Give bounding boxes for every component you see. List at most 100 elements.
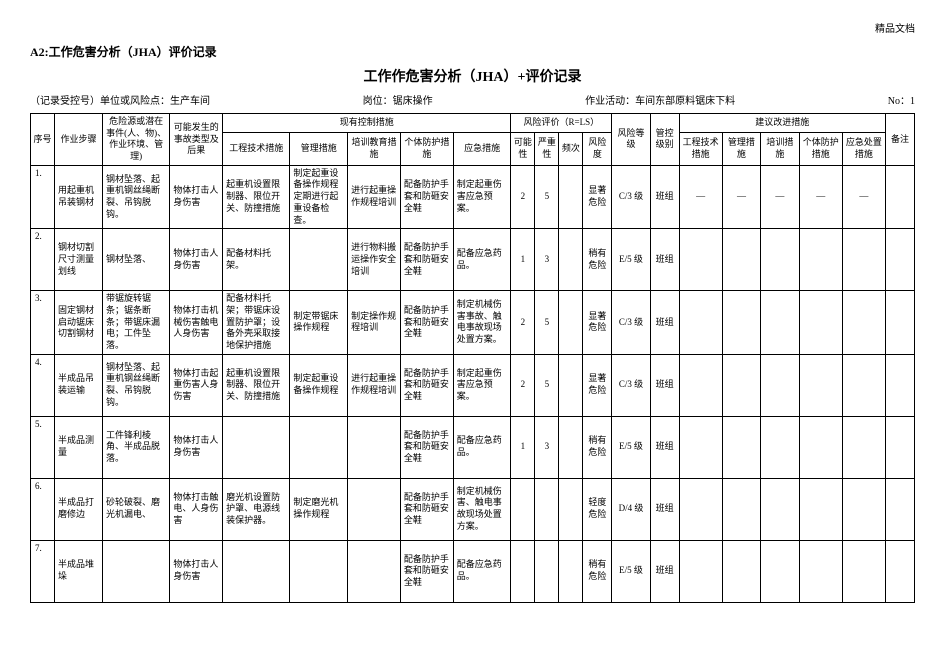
meta-left: （记录受控号）单位或风险点：生产车间 bbox=[30, 92, 210, 107]
cell-conseq: 物体打击人身伤害 bbox=[170, 540, 223, 602]
col-hazard: 危险源或潜在事件(人、物)、作业环境、管理) bbox=[103, 114, 170, 166]
cell-hazard: 钢材坠落、起重机钢丝绳断裂、吊钩脱钩。 bbox=[103, 165, 170, 228]
col-severe: 严重性 bbox=[535, 133, 559, 166]
cell-ctrl: 班组 bbox=[650, 478, 679, 540]
col-emerg: 应急措施 bbox=[453, 133, 511, 166]
cell-sg1 bbox=[679, 540, 722, 602]
cell-step: 用起重机吊装钢材 bbox=[55, 165, 103, 228]
col-remark: 备注 bbox=[886, 114, 915, 166]
cell-sg1 bbox=[679, 291, 722, 354]
cell-hazard: 带锯旋转锯条；锯条断条；带锯床漏电；工件坠落。 bbox=[103, 291, 170, 354]
table-body: 1.用起重机吊装钢材钢材坠落、起重机钢丝绳断裂、吊钩脱钩。物体打击人身伤害起重机… bbox=[31, 165, 915, 602]
col-mgmt: 管理措施 bbox=[290, 133, 348, 166]
col-group-control: 现有控制措施 bbox=[223, 114, 511, 133]
cell-sg2 bbox=[722, 354, 760, 416]
cell-conseq: 物体打击起重伤害人身伤害 bbox=[170, 354, 223, 416]
cell-eng: 起重机设置限制器、限位开关、防撞措施 bbox=[223, 165, 290, 228]
meta-right: No：1 bbox=[888, 92, 915, 107]
cell-ctrl: 班组 bbox=[650, 540, 679, 602]
col-group-risk: 风险评价（R=LS） bbox=[511, 114, 612, 133]
doc-code: A2:工作危害分析（JHA）评价记录 bbox=[30, 43, 915, 60]
cell-sg4 bbox=[799, 291, 842, 354]
cell-step: 半成品打磨修边 bbox=[55, 478, 103, 540]
cell-s bbox=[535, 540, 559, 602]
cell-mgmt: 制定带锯床操作规程 bbox=[290, 291, 348, 354]
cell-level: E/5 级 bbox=[612, 416, 650, 478]
col-s2: 管理措施 bbox=[722, 133, 760, 166]
col-eng: 工程技术措施 bbox=[223, 133, 290, 166]
cell-conseq: 物体打击人身伤害 bbox=[170, 165, 223, 228]
cell-l: 2 bbox=[511, 354, 535, 416]
meta-mid1: 岗位：锯床操作 bbox=[363, 92, 433, 107]
cell-sg3 bbox=[761, 229, 799, 291]
cell-ctrl: 班组 bbox=[650, 354, 679, 416]
cell-sg2 bbox=[722, 478, 760, 540]
cell-l: 1 bbox=[511, 229, 535, 291]
cell-eng: 磨光机设置防护罩、电源线装保护器。 bbox=[223, 478, 290, 540]
cell-ppe: 配备防护手套和防砸安全鞋 bbox=[400, 354, 453, 416]
cell-sg1: — bbox=[679, 165, 722, 228]
col-level: 风险等级 bbox=[612, 114, 650, 166]
cell-sg3 bbox=[761, 416, 799, 478]
cell-rd: 稍有危险 bbox=[583, 229, 612, 291]
cell-sg3 bbox=[761, 478, 799, 540]
cell-remark bbox=[886, 416, 915, 478]
cell-ctrl: 班组 bbox=[650, 291, 679, 354]
cell-train bbox=[348, 478, 401, 540]
cell-step: 半成品吊装运输 bbox=[55, 354, 103, 416]
cell-emerg: 制定起重伤害应急预案。 bbox=[453, 165, 511, 228]
col-s4: 个体防护措施 bbox=[799, 133, 842, 166]
cell-hazard: 钢材坠落、起重机钢丝绳断裂、吊钩脱钩。 bbox=[103, 354, 170, 416]
cell-step: 钢材切割尺寸测量划线 bbox=[55, 229, 103, 291]
cell-sg5 bbox=[842, 291, 885, 354]
cell-step: 半成品测量 bbox=[55, 416, 103, 478]
cell-mgmt bbox=[290, 540, 348, 602]
cell-rd: 显著危险 bbox=[583, 165, 612, 228]
col-s5: 应急处置措施 bbox=[842, 133, 885, 166]
cell-ppe: 配备防护手套和防砸安全鞋 bbox=[400, 416, 453, 478]
table-row: 4.半成品吊装运输钢材坠落、起重机钢丝绳断裂、吊钩脱钩。物体打击起重伤害人身伤害… bbox=[31, 354, 915, 416]
cell-remark bbox=[886, 229, 915, 291]
col-ctrl-level: 管控级别 bbox=[650, 114, 679, 166]
jha-table: 序号 作业步骤 危险源或潜在事件(人、物)、作业环境、管理) 可能发生的事故类型… bbox=[30, 113, 915, 603]
cell-sg2 bbox=[722, 229, 760, 291]
cell-ppe: 配备防护手套和防砸安全鞋 bbox=[400, 165, 453, 228]
cell-step: 半成品堆垛 bbox=[55, 540, 103, 602]
cell-ppe: 配备防护手套和防砸安全鞋 bbox=[400, 291, 453, 354]
cell-s: 3 bbox=[535, 229, 559, 291]
cell-conseq: 物体打击触电、人身伤害 bbox=[170, 478, 223, 540]
cell-remark bbox=[886, 291, 915, 354]
cell-ctrl: 班组 bbox=[650, 229, 679, 291]
cell-rd: 显著危险 bbox=[583, 291, 612, 354]
cell-l: 2 bbox=[511, 165, 535, 228]
cell-sg2 bbox=[722, 540, 760, 602]
cell-seq: 3. bbox=[31, 291, 55, 354]
meta-mid2: 作业活动：车间东部原料锯床下料 bbox=[585, 92, 735, 107]
cell-train bbox=[348, 540, 401, 602]
cell-level: D/4 级 bbox=[612, 478, 650, 540]
cell-emerg: 配备应急药品。 bbox=[453, 229, 511, 291]
cell-train bbox=[348, 416, 401, 478]
cell-sg4 bbox=[799, 416, 842, 478]
col-step: 作业步骤 bbox=[55, 114, 103, 166]
cell-s: 5 bbox=[535, 165, 559, 228]
cell-ppe: 配备防护手套和防砸安全鞋 bbox=[400, 229, 453, 291]
cell-s: 3 bbox=[535, 416, 559, 478]
cell-eng: 配备材料托架。 bbox=[223, 229, 290, 291]
watermark: 精品文档 bbox=[30, 20, 915, 35]
cell-emerg: 制定机械伤害事故、触电事故现场处置方案。 bbox=[453, 291, 511, 354]
cell-level: C/3 级 bbox=[612, 354, 650, 416]
col-freq: 频次 bbox=[559, 133, 583, 166]
cell-eng bbox=[223, 416, 290, 478]
col-likely: 可能性 bbox=[511, 133, 535, 166]
cell-sg5 bbox=[842, 416, 885, 478]
cell-sg5: — bbox=[842, 165, 885, 228]
cell-s: 5 bbox=[535, 291, 559, 354]
col-train: 培训教育措施 bbox=[348, 133, 401, 166]
cell-sg2 bbox=[722, 291, 760, 354]
cell-mgmt: 制定磨光机操作规程 bbox=[290, 478, 348, 540]
cell-conseq: 物体打击机械伤害触电人身伤害 bbox=[170, 291, 223, 354]
table-row: 2.钢材切割尺寸测量划线钢材坠落、物体打击人身伤害配备材料托架。进行物料搬运操作… bbox=[31, 229, 915, 291]
cell-mgmt bbox=[290, 229, 348, 291]
cell-sg3: — bbox=[761, 165, 799, 228]
